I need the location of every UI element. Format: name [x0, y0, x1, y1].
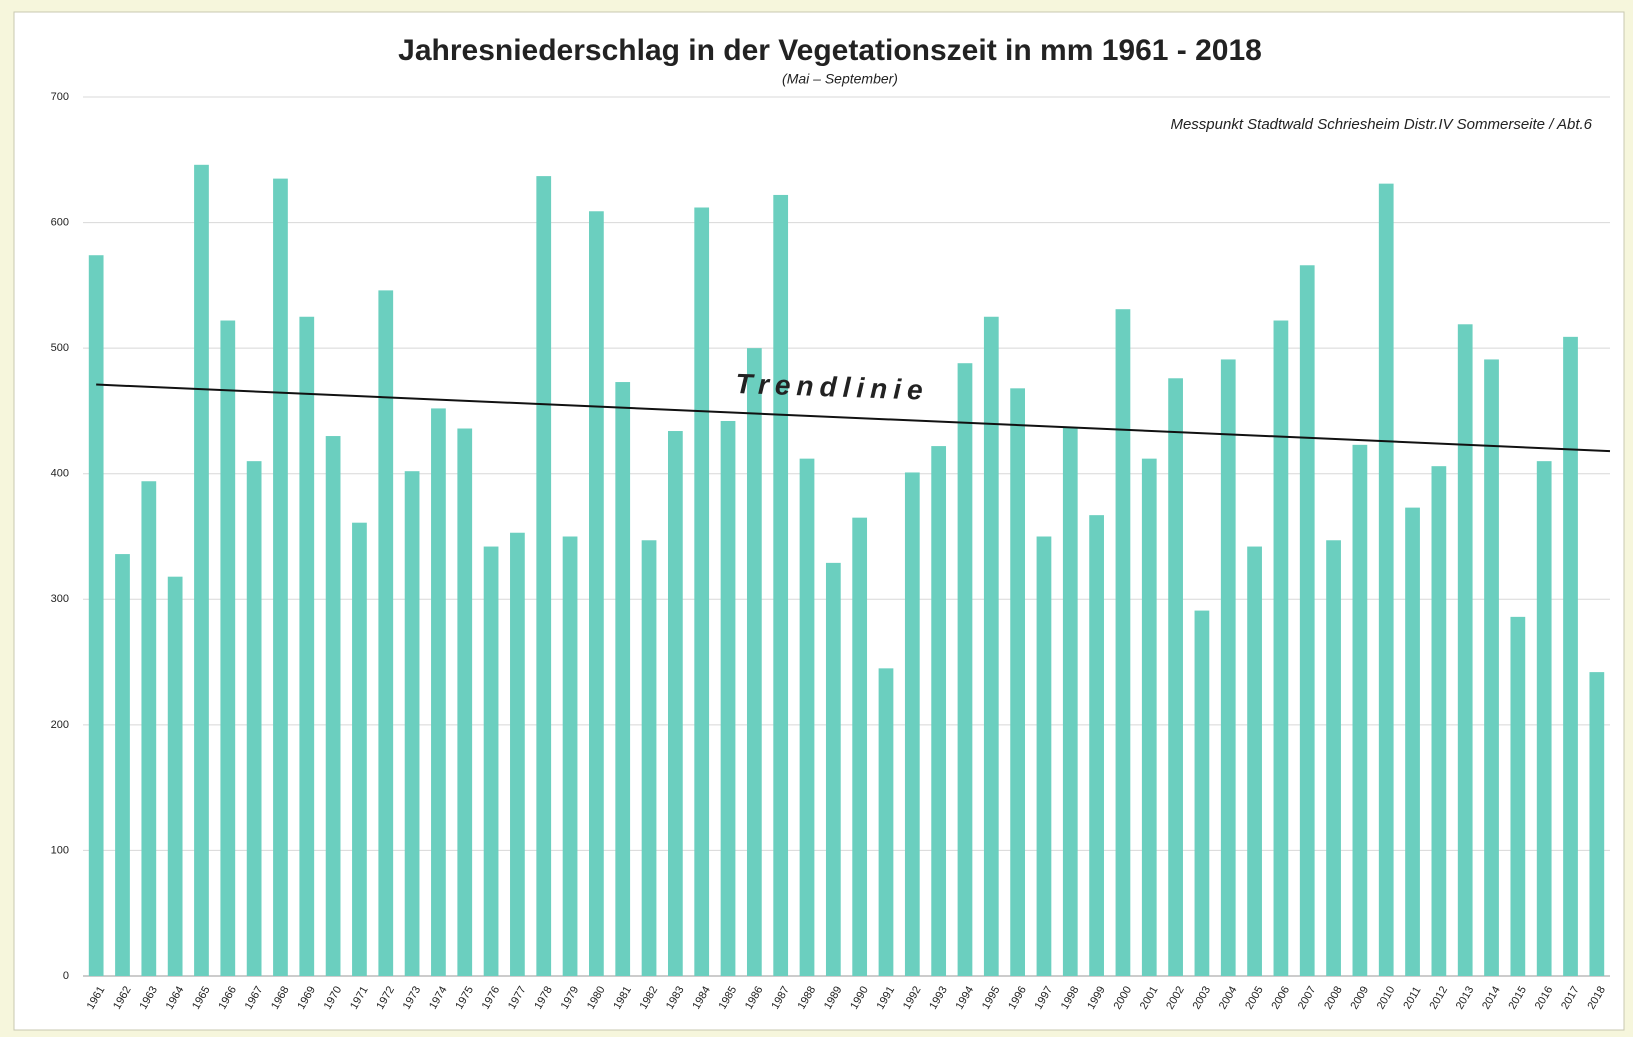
bar — [1431, 466, 1447, 976]
bar — [1220, 359, 1236, 976]
y-tick-label: 600 — [51, 216, 69, 228]
bar — [536, 176, 552, 977]
bar — [1510, 616, 1526, 976]
bar — [1115, 309, 1131, 977]
bar — [615, 382, 631, 977]
bar — [431, 408, 446, 977]
bar — [957, 363, 973, 976]
bar — [1326, 540, 1341, 976]
bar — [904, 472, 920, 976]
bar — [694, 207, 710, 976]
bar — [1089, 515, 1104, 976]
bar — [141, 481, 157, 976]
bar — [220, 320, 236, 976]
bar — [167, 576, 183, 976]
y-tick-label: 200 — [51, 719, 69, 731]
bar — [1299, 265, 1315, 976]
bar — [1010, 388, 1026, 977]
bar — [325, 436, 341, 976]
trend-line — [96, 383, 1611, 453]
bar — [931, 446, 947, 976]
bar — [641, 540, 657, 976]
bar — [1168, 378, 1183, 976]
chart-title: Jahresniederschlag in der Vegetationszei… — [398, 34, 1262, 67]
chart-subtitle: (Mai – September) — [782, 71, 898, 87]
bar — [457, 428, 473, 977]
bar — [589, 211, 604, 976]
y-tick-label: 400 — [51, 468, 69, 480]
y-tick-label: 700 — [51, 91, 69, 103]
bar — [1194, 610, 1210, 976]
y-tick-label: 500 — [51, 342, 69, 354]
bar — [1536, 461, 1552, 977]
bar — [273, 178, 288, 976]
bar — [983, 316, 999, 976]
bar — [799, 458, 815, 976]
bar — [510, 532, 525, 976]
bar — [1457, 324, 1473, 976]
bar — [352, 522, 367, 976]
bar — [246, 461, 262, 977]
bar — [773, 194, 789, 977]
bar — [115, 554, 130, 976]
annotation: Messpunkt Stadtwald Schriesheim Distr.IV… — [1170, 116, 1592, 133]
bar — [1484, 359, 1499, 976]
trend-label: Trendlinie — [735, 368, 929, 406]
bar — [1036, 536, 1052, 976]
bar — [483, 546, 499, 976]
bar — [1352, 444, 1368, 976]
bar — [878, 668, 894, 976]
bar — [1378, 183, 1394, 976]
bar — [852, 517, 868, 976]
bar — [378, 290, 394, 976]
bar — [1247, 546, 1262, 976]
y-tick-label: 100 — [51, 844, 69, 856]
y-tick-label: 300 — [51, 593, 69, 605]
bar — [720, 420, 736, 977]
bar — [194, 164, 209, 976]
bar — [299, 316, 315, 976]
bar — [1273, 320, 1289, 976]
y-tick-label: 0 — [63, 970, 69, 982]
bar — [1141, 458, 1157, 976]
bar — [404, 471, 420, 976]
bar — [667, 431, 683, 976]
bar — [1563, 336, 1578, 976]
bar — [825, 562, 841, 976]
bar — [1589, 672, 1605, 976]
bar — [1405, 507, 1420, 976]
bar — [1062, 427, 1078, 976]
bar — [88, 255, 104, 977]
bar — [746, 348, 762, 977]
bar — [562, 536, 578, 976]
